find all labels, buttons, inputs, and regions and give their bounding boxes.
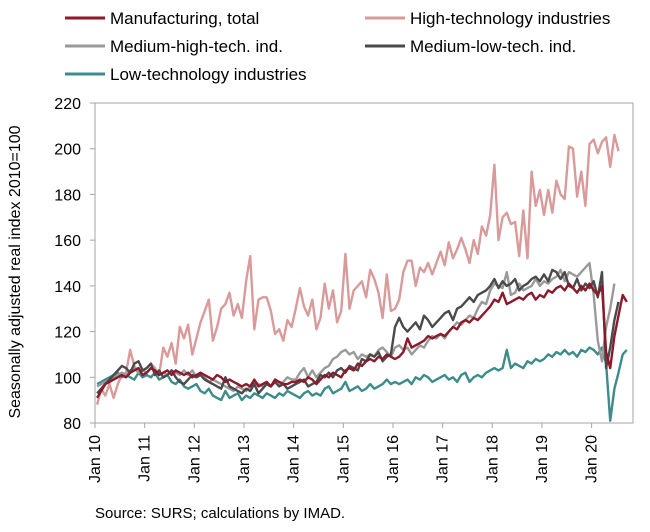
legend-label: Medium-high-tech. ind. xyxy=(110,37,283,56)
y-axis: 80 100 120 140 160 180 200 220 xyxy=(54,96,95,433)
y-tick-label: 200 xyxy=(54,142,81,159)
y-tick-label: 120 xyxy=(54,325,81,342)
series-line-3 xyxy=(96,268,620,395)
legend-label: Low-technology industries xyxy=(110,65,307,84)
source-note: Source: SURS; calculations by IMAD. xyxy=(95,505,346,522)
x-tick-label: Jan 10 xyxy=(87,435,104,483)
legend: Manufacturing, total High-technology indu… xyxy=(65,9,610,84)
y-tick-label: 160 xyxy=(54,233,81,250)
x-tick-label: Jan 20 xyxy=(584,435,601,483)
y-tick-label: 80 xyxy=(63,416,81,433)
y-tick-label: 100 xyxy=(54,370,81,387)
legend-label: Medium-low-tech. ind. xyxy=(410,37,576,56)
plot-area xyxy=(94,102,634,424)
plot-frame xyxy=(94,102,634,424)
x-tick-label: Jan 17 xyxy=(435,435,452,483)
x-tick-label: Jan 19 xyxy=(534,435,551,483)
series-line-0 xyxy=(96,282,628,399)
x-tick-label: Jan 12 xyxy=(186,435,203,483)
x-axis: Jan 10 Jan 11 Jan 12 Jan 13 Jan 14 Jan 15 Jan … xyxy=(87,423,601,483)
x-tick-label: Jan 11 xyxy=(137,435,154,482)
y-tick-label: 220 xyxy=(54,96,81,113)
series-line-2 xyxy=(96,261,616,393)
x-tick-label: Jan 16 xyxy=(385,435,402,483)
series-line-1 xyxy=(95,133,620,405)
x-tick-label: Jan 13 xyxy=(236,435,253,483)
legend-label: Manufacturing, total xyxy=(110,9,259,28)
x-tick-label: Jan 14 xyxy=(286,435,303,483)
y-tick-label: 140 xyxy=(54,279,81,296)
y-tick-label: 180 xyxy=(54,187,81,204)
y-axis-title: Seasonally adjusted real index 2010=100 xyxy=(7,125,24,418)
x-tick-label: Jan 15 xyxy=(335,435,352,483)
series-line-4 xyxy=(96,346,628,422)
x-tick-label: Jan 18 xyxy=(484,435,501,483)
legend-label: High-technology industries xyxy=(410,9,610,28)
